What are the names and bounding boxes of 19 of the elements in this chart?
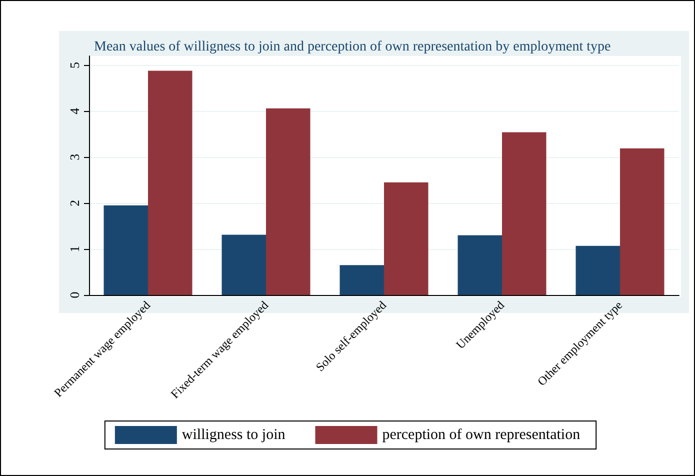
y-tick-label: 1 <box>67 246 82 252</box>
chart-title: Mean values of willigness to join and perception of own representation by employment type <box>94 40 611 54</box>
bar <box>222 234 266 295</box>
y-tick-label: 3 <box>67 154 82 160</box>
bar <box>576 246 620 295</box>
legend-label: willigness to join <box>182 427 286 443</box>
y-tick-label: 5 <box>67 62 82 68</box>
bar <box>104 205 148 295</box>
legend-label: perception of own representation <box>382 427 581 443</box>
bar <box>620 148 664 295</box>
y-tick-label: 4 <box>67 107 82 114</box>
bar <box>266 108 310 295</box>
bar <box>502 132 546 295</box>
bar <box>340 265 384 295</box>
y-tick-label: 2 <box>67 200 82 206</box>
bar <box>148 70 192 295</box>
bar <box>458 235 502 295</box>
bar <box>384 182 428 295</box>
y-tick-label: 0 <box>67 292 82 298</box>
